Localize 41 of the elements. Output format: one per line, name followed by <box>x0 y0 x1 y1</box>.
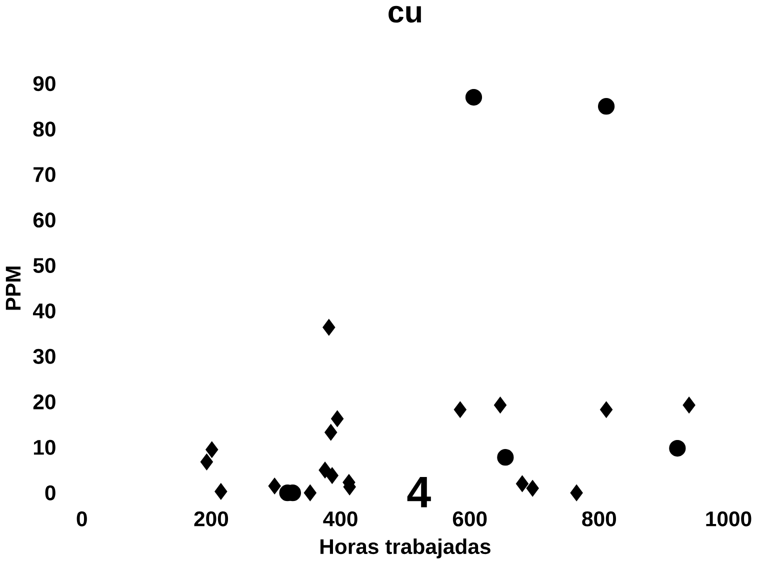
y-tick-label: 70 <box>34 166 56 182</box>
y-tick-label: 80 <box>33 121 56 136</box>
x-tick-label: 0 <box>76 511 87 526</box>
y-tick-label: 40 <box>32 303 56 318</box>
annotation: 4 <box>407 476 431 508</box>
y-tick-label: 10 <box>34 440 56 455</box>
x-tick-label: 400 <box>323 511 358 526</box>
point <box>330 410 344 427</box>
y-tick-label: 60 <box>33 212 56 228</box>
point <box>318 462 332 478</box>
point <box>322 318 336 336</box>
x-tick-label: 600 <box>452 511 487 526</box>
point <box>516 475 529 492</box>
y-axis-title: PPM <box>6 266 20 310</box>
y-tick-label: 30 <box>33 348 56 364</box>
y-tick-label: 90 <box>33 76 56 92</box>
point <box>465 88 482 106</box>
y-tick-label: 50 <box>33 258 56 273</box>
point <box>570 484 583 502</box>
point <box>454 401 466 418</box>
point <box>214 483 228 500</box>
x-tick-label: 800 <box>582 511 616 526</box>
x-axis-title: Horas trabajadas <box>320 538 490 558</box>
x-tick-label: 1000 <box>706 511 752 526</box>
x-tick-label: 200 <box>194 511 228 526</box>
chart-title: cu <box>388 6 422 23</box>
point <box>497 448 514 466</box>
point <box>526 480 539 496</box>
point <box>304 484 316 502</box>
point <box>682 396 696 414</box>
y-tick-label: 0 <box>45 485 56 500</box>
point <box>600 401 613 418</box>
point <box>669 440 686 456</box>
y-tick-label: 20 <box>33 394 56 410</box>
point <box>200 454 214 470</box>
point <box>326 467 338 484</box>
point <box>598 98 615 115</box>
point <box>268 478 281 494</box>
point <box>324 424 338 441</box>
point <box>494 396 507 414</box>
point <box>206 441 218 458</box>
